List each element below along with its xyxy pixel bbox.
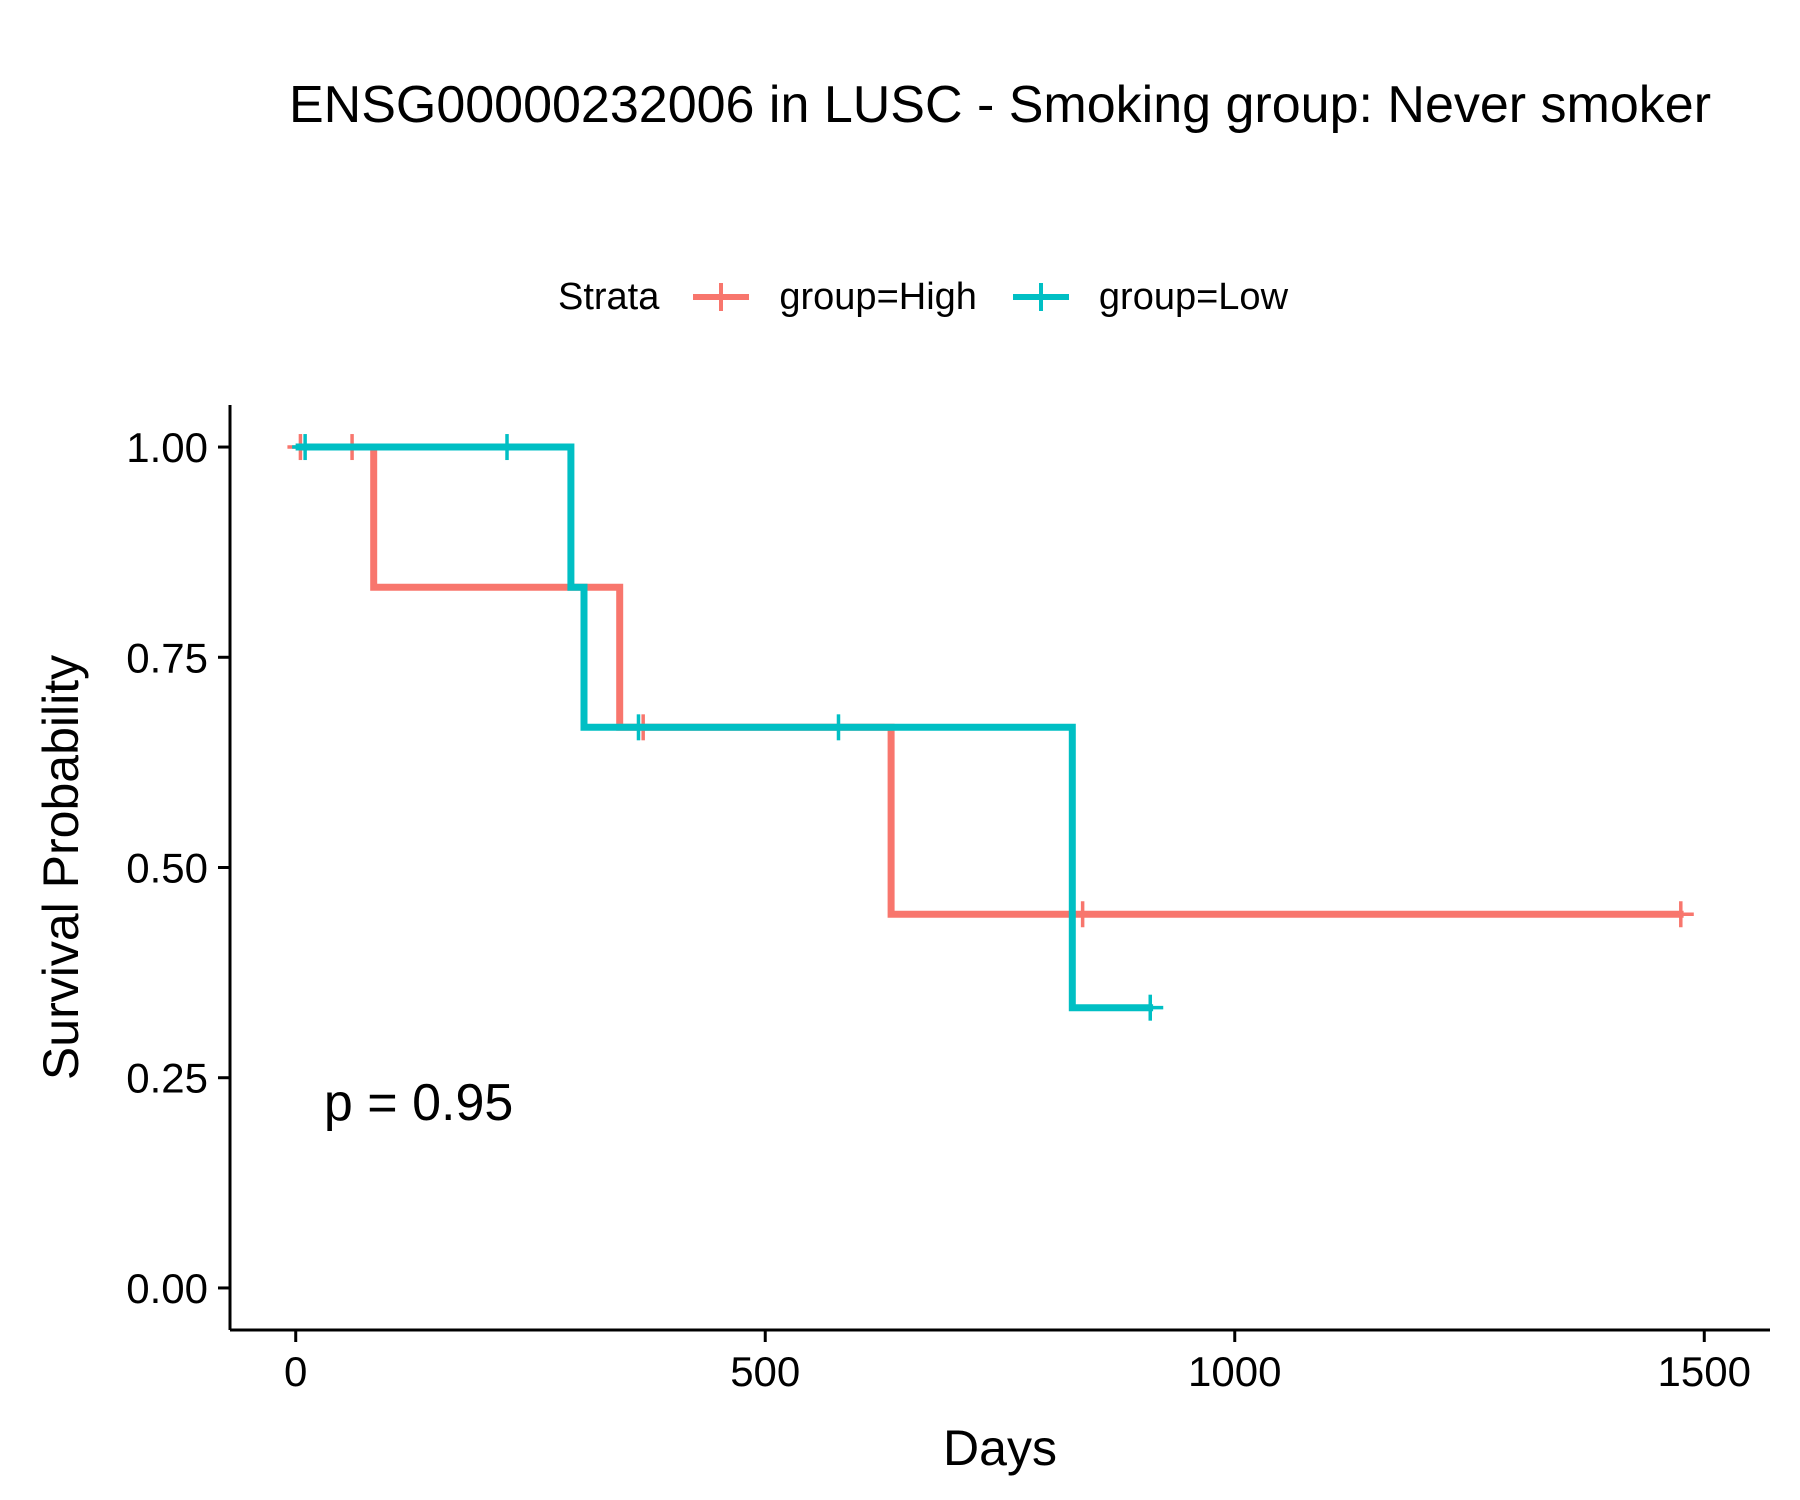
y-tick-label: 0.50 — [126, 845, 208, 892]
legend-item-high: group=High — [691, 276, 977, 319]
y-tick-label: 0.00 — [126, 1265, 208, 1312]
legend-key-low — [1012, 283, 1069, 311]
axes: 0.00 0.25 0.50 0.75 1.00 0 500 1000 1500 — [126, 405, 1770, 1395]
x-tick-label: 500 — [730, 1348, 800, 1395]
y-axis-label: Survival Probability — [33, 655, 89, 1080]
x-axis-label: Days — [943, 1420, 1057, 1476]
p-value-annotation: p = 0.95 — [324, 1074, 513, 1132]
survival-curve-high — [295, 443, 1684, 918]
survival-curve-low — [295, 443, 1154, 1012]
legend-item-low: group=Low — [1011, 276, 1288, 319]
y-tick-label: 0.75 — [126, 634, 208, 681]
y-tick-label: 1.00 — [126, 424, 208, 471]
legend-label-high: group=High — [779, 275, 977, 318]
x-tick-label: 1500 — [1658, 1348, 1751, 1395]
legend-label-low: group=Low — [1098, 275, 1289, 318]
legend-key-high — [693, 283, 750, 311]
legend: Strata group=High group=Low — [0, 272, 1800, 322]
x-tick-label: 1000 — [1188, 1348, 1281, 1395]
legend-title: Strata — [557, 275, 660, 318]
series-layer — [287, 434, 1694, 1021]
chart-title: ENSG00000232006 in LUSC - Smoking group:… — [288, 76, 1712, 134]
y-tick-label: 0.25 — [126, 1055, 208, 1102]
x-tick-label: 0 — [284, 1348, 307, 1395]
